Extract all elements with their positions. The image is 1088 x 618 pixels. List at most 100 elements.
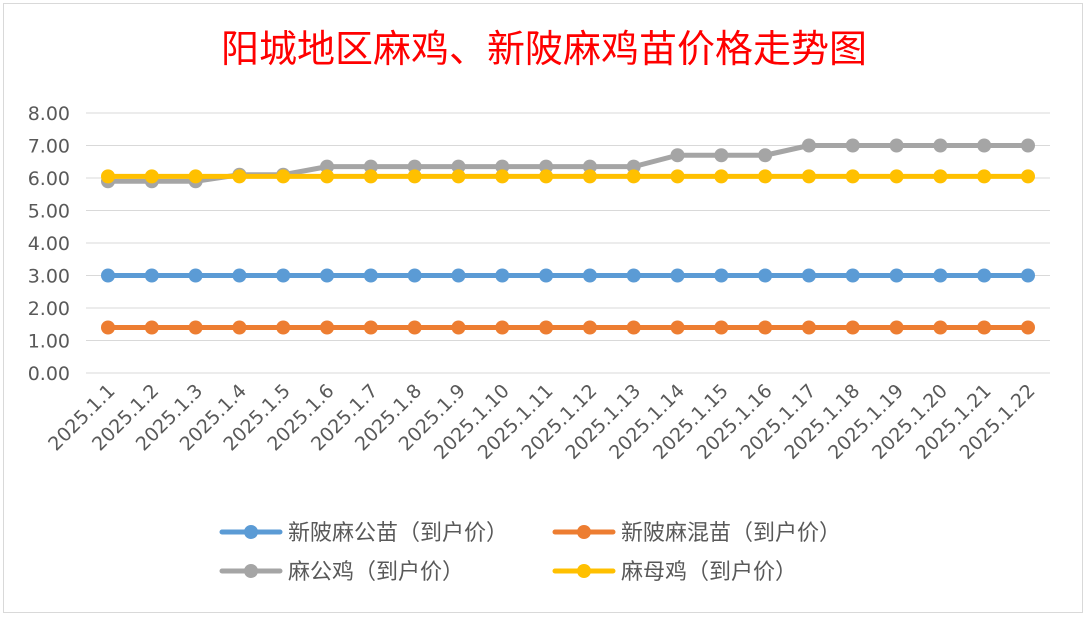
data-point [845, 169, 860, 184]
data-point [320, 268, 335, 283]
x-axis-ticks: 2025.1.12025.1.22025.1.32025.1.42025.1.5… [44, 380, 1039, 464]
data-point [144, 320, 159, 335]
data-point [451, 320, 466, 335]
data-point [101, 268, 115, 283]
legend-item: 麻母鸡（到户价） [552, 560, 797, 585]
data-point [801, 268, 816, 283]
data-point [232, 320, 247, 335]
data-point [1021, 320, 1035, 335]
data-point [801, 138, 816, 153]
data-point [670, 169, 685, 184]
series-2 [101, 320, 1035, 335]
data-point [320, 169, 335, 184]
data-point [582, 159, 597, 174]
series-4 [101, 169, 1035, 184]
legend-marker-swatch [244, 525, 258, 539]
data-point [801, 169, 816, 184]
data-point [758, 148, 773, 163]
data-point [889, 138, 904, 153]
y-tick-label: 0.00 [28, 363, 70, 385]
legend-label: 新陂麻公苗（到户价） [288, 521, 508, 546]
data-point [188, 320, 203, 335]
data-point [889, 268, 904, 283]
data-point [845, 268, 860, 283]
data-point [451, 268, 466, 283]
legend-item: 新陂麻混苗（到户价） [552, 521, 841, 546]
data-point [933, 268, 948, 283]
data-point [495, 268, 510, 283]
data-point [582, 320, 597, 335]
data-point [977, 138, 992, 153]
legend-marker-swatch [577, 525, 591, 539]
data-point [144, 169, 159, 184]
data-point [977, 320, 992, 335]
legend-item: 麻公鸡（到户价） [219, 560, 464, 585]
data-point [451, 169, 466, 184]
data-point [714, 268, 729, 283]
data-point [232, 169, 247, 184]
data-point [1021, 268, 1035, 283]
y-tick-label: 5.00 [28, 201, 70, 223]
data-point [801, 320, 816, 335]
legend-label: 新陂麻混苗（到户价） [621, 521, 841, 546]
y-tick-label: 6.00 [28, 168, 70, 190]
legend-label: 麻母鸡（到户价） [621, 560, 797, 585]
legend-item: 新陂麻公苗（到户价） [219, 521, 508, 546]
data-point [539, 320, 554, 335]
data-point [495, 320, 510, 335]
legend-marker-swatch [577, 564, 591, 578]
data-point [539, 169, 554, 184]
legend: 新陂麻公苗（到户价） 新陂麻混苗（到户价） 麻公鸡（到户价） 麻母鸡（到户价） [219, 521, 841, 585]
y-tick-label: 3.00 [28, 266, 70, 288]
data-point [363, 159, 378, 174]
data-point [232, 268, 247, 283]
data-point [758, 320, 773, 335]
data-point [977, 169, 992, 184]
series-lines [101, 138, 1035, 335]
data-point [407, 169, 422, 184]
data-point [1021, 138, 1035, 153]
data-point [407, 159, 422, 174]
data-point [539, 159, 554, 174]
y-tick-label: 7.00 [28, 136, 70, 158]
data-point [320, 159, 335, 174]
y-tick-label: 2.00 [28, 298, 70, 320]
y-tick-label: 4.00 [28, 233, 70, 255]
data-point [933, 138, 948, 153]
data-point [714, 148, 729, 163]
y-tick-label: 8.00 [28, 103, 70, 125]
data-point [495, 159, 510, 174]
data-point [670, 148, 685, 163]
data-point [363, 169, 378, 184]
data-point [407, 268, 422, 283]
data-point [670, 320, 685, 335]
data-point [758, 169, 773, 184]
data-point [933, 320, 948, 335]
series-1 [101, 268, 1035, 283]
data-point [276, 320, 291, 335]
data-point [144, 268, 159, 283]
legend-label: 麻公鸡（到户价） [288, 560, 464, 585]
data-point [188, 169, 203, 184]
data-point [363, 268, 378, 283]
data-point [670, 268, 685, 283]
data-point [977, 268, 992, 283]
data-point [582, 169, 597, 184]
data-point [276, 169, 291, 184]
data-point [845, 138, 860, 153]
data-point [626, 169, 641, 184]
data-point [101, 169, 115, 184]
gridlines [86, 112, 1050, 374]
data-point [626, 268, 641, 283]
data-point [582, 268, 597, 283]
data-point [626, 159, 641, 174]
data-point [495, 169, 510, 184]
data-point [889, 169, 904, 184]
data-point [407, 320, 422, 335]
data-point [188, 268, 203, 283]
y-axis-ticks: 0.00 1.00 2.00 3.00 4.00 5.00 6.00 7.00 8.00 [28, 103, 70, 385]
data-point [451, 159, 466, 174]
legend-marker-swatch [244, 564, 258, 578]
data-point [1021, 169, 1035, 184]
